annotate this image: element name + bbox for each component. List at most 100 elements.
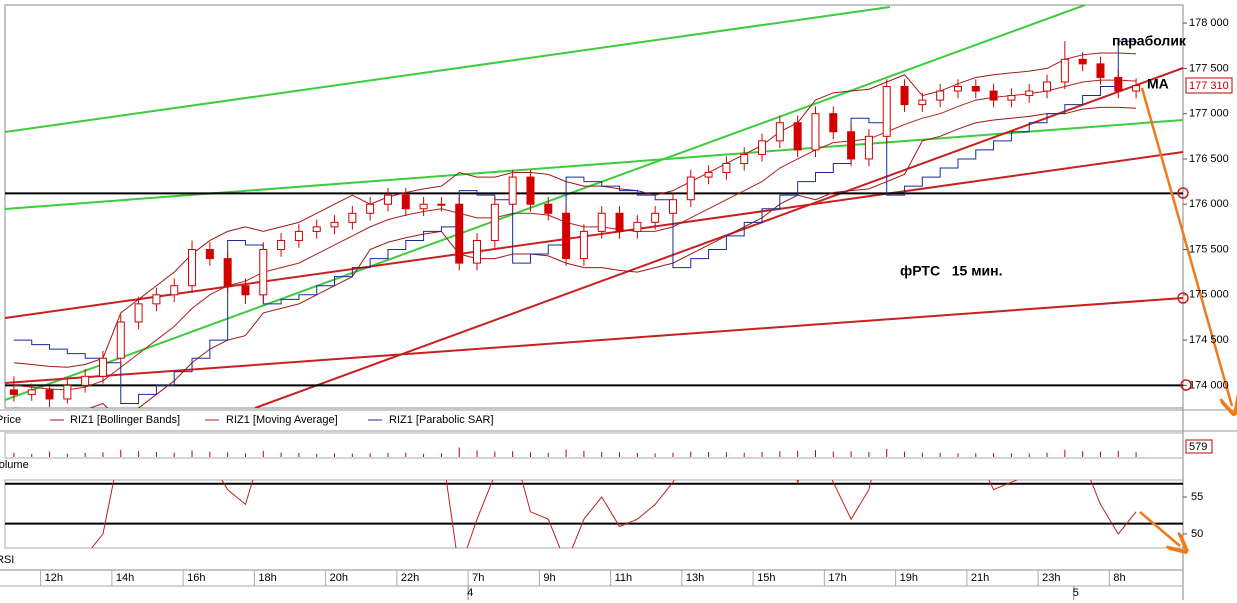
candle-body <box>188 249 197 287</box>
candle-body <box>793 122 802 151</box>
candle-body <box>758 140 767 155</box>
indicator-line <box>13 79 1137 391</box>
candle-body <box>1096 63 1105 78</box>
indicator-line <box>13 40 1137 404</box>
x-tick-label: 12h <box>45 572 63 584</box>
panel-label: Volume <box>0 459 29 471</box>
y-tick-label: 174 000 <box>1189 379 1229 391</box>
candle-body <box>562 212 571 260</box>
x-tick-label: 13h <box>686 572 704 584</box>
y-tick-label: 175 500 <box>1189 243 1229 255</box>
x-tick-label: 11h <box>615 572 633 584</box>
candle-body <box>1007 95 1016 101</box>
candle-body <box>918 99 927 106</box>
last-price-label: 177 310 <box>1189 80 1229 92</box>
y-tick-label: 176 500 <box>1189 153 1229 165</box>
candle-body <box>330 221 339 228</box>
legend-item: RIZ1 [Bollinger Bands] <box>70 414 180 426</box>
candle-body <box>205 249 214 260</box>
trend-line <box>254 67 1183 408</box>
annotation: фРТС 15 мин. <box>900 263 1003 279</box>
candle-body <box>526 176 535 205</box>
rsi-line <box>91 480 1137 548</box>
candle-body <box>63 384 72 400</box>
rsi-plot <box>5 480 1183 548</box>
candle-body <box>704 172 713 178</box>
candle-body <box>1025 90 1034 97</box>
candle-body <box>615 212 624 232</box>
candle-body <box>651 212 660 223</box>
candle-body <box>383 194 392 205</box>
indicator-line <box>13 106 1137 408</box>
candle-body <box>1043 81 1052 92</box>
candle-body <box>936 90 945 101</box>
candle-body <box>312 226 321 232</box>
marker-circle <box>1180 379 1192 391</box>
candle-body <box>579 230 588 260</box>
candle-body <box>829 113 838 133</box>
candle-body <box>544 203 553 214</box>
panel-label: RSI <box>0 554 14 566</box>
candle-body <box>437 203 446 206</box>
candle-body <box>348 212 357 223</box>
candle-body <box>490 203 499 241</box>
y-tick-label: 177 500 <box>1189 62 1229 74</box>
candle-body <box>223 258 232 287</box>
rsi-tick-label: 50 <box>1191 528 1203 540</box>
x-tick-label: 18h <box>258 572 276 584</box>
indicator-line <box>13 52 1137 368</box>
candle-body <box>971 86 980 92</box>
candle-body <box>740 153 749 164</box>
candle-body <box>45 389 54 400</box>
annotation: параболик <box>1112 33 1187 49</box>
candle-body <box>259 249 268 296</box>
x-tick-label: 16h <box>187 572 205 584</box>
candle-body <box>1114 76 1123 92</box>
trend-line <box>5 151 1183 319</box>
annotation: МА <box>1147 76 1169 92</box>
x-tick-label: 17h <box>828 572 846 584</box>
marker-circle <box>1177 187 1189 199</box>
candle-body <box>989 90 998 101</box>
rsi-tick-label: 55 <box>1191 491 1203 503</box>
marker-circle <box>1177 292 1189 304</box>
candle-body <box>722 162 731 174</box>
y-tick-label: 177 000 <box>1189 108 1229 120</box>
candle-body <box>668 199 677 214</box>
arrow <box>1139 511 1180 546</box>
x-tick-label: 19h <box>900 572 918 584</box>
candle-body <box>882 86 891 137</box>
trend-line <box>5 6 891 133</box>
candle-body <box>1132 85 1141 92</box>
day-label: 5 <box>1073 587 1079 599</box>
candle-body <box>419 203 428 210</box>
candle-body <box>508 176 517 205</box>
x-tick-label: 8h <box>1113 572 1125 584</box>
x-tick-label: 7h <box>472 572 484 584</box>
candle-body <box>241 285 250 296</box>
y-tick-label: 176 000 <box>1189 198 1229 210</box>
trend-line <box>5 297 1183 384</box>
day-label: 4 <box>467 587 473 599</box>
candle-body <box>775 122 784 142</box>
volume-tick-label: 579 <box>1189 441 1207 453</box>
last-price-box <box>1185 77 1233 94</box>
candle-body <box>401 194 410 210</box>
candle-body <box>9 389 18 395</box>
candle-body <box>633 221 642 232</box>
candle-body <box>170 285 179 296</box>
plot-area <box>5 40 1183 408</box>
legend-item: Price <box>0 414 21 426</box>
volume-tick-box <box>1185 439 1213 454</box>
y-tick-label: 178 000 <box>1189 17 1229 29</box>
candle-body <box>27 389 36 395</box>
candle-body <box>1078 58 1087 65</box>
candle-body <box>366 203 375 214</box>
candle-body <box>864 135 873 160</box>
candle-body <box>597 212 606 232</box>
y-tick-label: 175 000 <box>1189 289 1229 301</box>
candle-body <box>294 230 303 241</box>
x-tick-label: 20h <box>330 572 348 584</box>
